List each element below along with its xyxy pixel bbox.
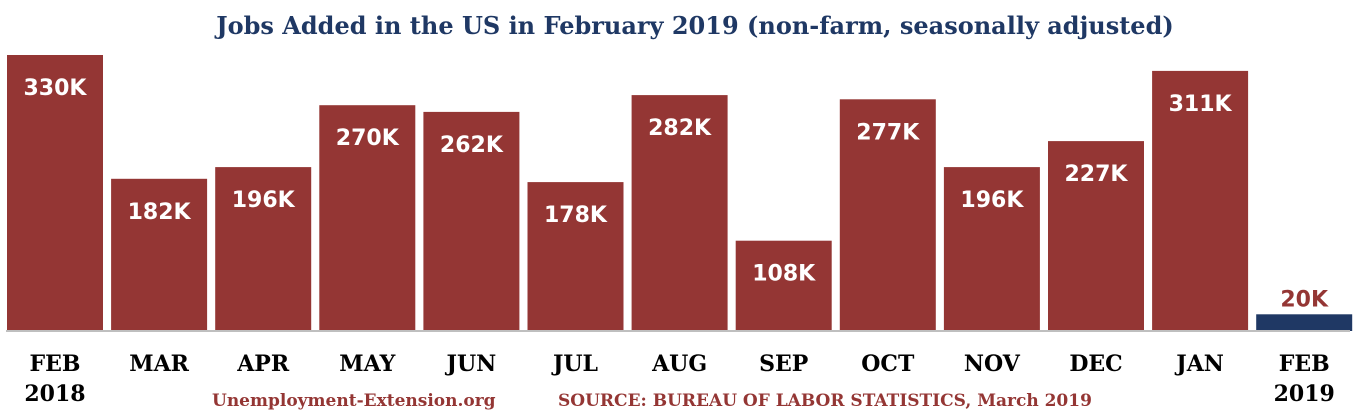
chart-title: Jobs Added in the US in February 2019 (n…	[214, 11, 1173, 40]
bar-value-label-12: 20K	[1280, 287, 1329, 312]
bar-value-label-4: 262K	[440, 133, 504, 158]
x-tick-label-5: JUL	[551, 351, 598, 377]
x-tick-label-3: MAY	[339, 351, 395, 377]
x-tick-label-10: DEC	[1069, 351, 1122, 377]
x-tick-label-9: NOV	[964, 351, 1021, 377]
bar-7	[735, 240, 832, 331]
bar-value-label-0: 330K	[24, 76, 88, 101]
bar-value-label-8: 277K	[856, 120, 920, 145]
x-tick-labels: FEB 2018 MAR APR MAY JUN JUL AUG SEP OCT NOV DEC JAN…	[24, 351, 1334, 407]
x-tick-label-6: AUG	[651, 351, 707, 377]
bar-value-label-6: 282K	[648, 116, 712, 141]
bar-value-label-7: 108K	[752, 262, 816, 287]
bar-12	[1256, 314, 1353, 331]
bar-0	[7, 55, 103, 331]
bar-4	[423, 111, 520, 332]
bar-8	[839, 99, 936, 331]
x-tick-label-1: MAR	[129, 351, 189, 377]
bar-1	[111, 178, 208, 331]
x-tick-label-7: SEP	[759, 351, 808, 377]
bar-3	[319, 105, 416, 331]
bar-value-label-2: 196K	[232, 188, 296, 213]
x-tick-label-2: APR	[236, 351, 290, 377]
bar-value-label-1: 182K	[128, 200, 192, 225]
bar-value-label-5: 178K	[544, 203, 608, 228]
footer-source: SOURCE: BUREAU OF LABOR STATISTICS, Marc…	[558, 391, 1092, 411]
bar-value-label-9: 196K	[960, 188, 1024, 213]
bar-6	[631, 95, 728, 331]
x-tick-label-0: FEB	[30, 351, 81, 377]
x-tick-label-8: OCT	[861, 351, 915, 377]
bars-group: 330K 182K 196K 270K 262K 178K 282K 108K 277K 196K…	[7, 55, 1353, 332]
bar-value-label-11: 311K	[1169, 92, 1233, 117]
x-tick-label-11: JAN	[1174, 351, 1224, 377]
bar-9	[943, 167, 1040, 331]
bar-2	[215, 167, 312, 331]
bar-11	[1152, 70, 1249, 332]
x-tick-year-0: 2018	[24, 381, 85, 407]
footer-site: Unemployment-Extension.org	[212, 391, 496, 411]
bar-value-label-10: 227K	[1065, 162, 1129, 187]
x-tick-label-12: FEB	[1279, 351, 1330, 377]
bar-value-label-3: 270K	[336, 126, 400, 151]
x-tick-year-12: 2019	[1274, 381, 1335, 407]
x-tick-label-4: JUN	[445, 351, 497, 377]
bar-5	[527, 182, 624, 331]
bar-10	[1048, 141, 1144, 331]
